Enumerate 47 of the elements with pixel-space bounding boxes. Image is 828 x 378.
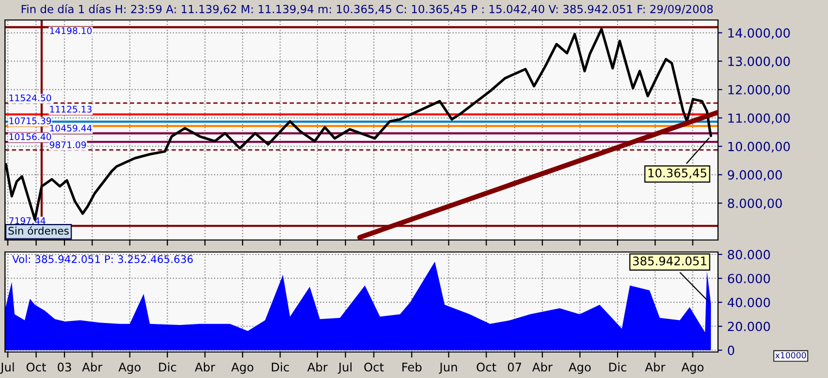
annotation: 385.942.051 <box>633 256 706 266</box>
ref-line-label: 14198.10 <box>50 27 92 34</box>
x-tick-label: Dic <box>159 362 176 372</box>
y-tick-label: 8.000,00 <box>728 198 782 210</box>
annotation: 10.365,45 <box>648 168 706 179</box>
chart-title: Vol: 385.942.051 P: 3.252.465.636 <box>12 255 193 264</box>
ref-line-label: 10156.40 <box>10 133 52 140</box>
x-tick-label: Oct <box>476 362 496 372</box>
chart-title: Fin de día 1 días H: 23:59 A: 11.139,62 M: 11.139,94 m: 10.365,45 C: 10.365,45 P : 15.042,40 V: 385.942.051 F: 29/09/2008 <box>22 4 713 14</box>
y-tick-label: 14.000,00 <box>728 28 790 39</box>
x-tick-label: Feb <box>402 362 422 372</box>
x-tick-label: Dic <box>609 362 626 372</box>
x-tick-label: 03 <box>58 362 72 372</box>
y-tick-label: 60.000 <box>728 274 770 284</box>
x-tick-label: Ago <box>681 362 704 374</box>
x-tick-label: Jul <box>338 362 352 374</box>
x-tick-label: Abr <box>645 362 666 372</box>
text: x10000 <box>775 352 806 358</box>
ref-line-label: 10715.39 <box>10 117 52 124</box>
y-tick-label: 0 <box>728 346 734 356</box>
x-tick-label: Abr <box>532 362 553 372</box>
ref-line-label: 7197.44 <box>9 217 46 224</box>
x-tick-label: Oct <box>364 362 384 372</box>
y-tick-label: 11.000,00 <box>728 113 790 124</box>
x-tick-label: Jul <box>0 362 14 374</box>
x-tick-label: 07 <box>508 362 522 372</box>
y-tick-label: 20.000 <box>728 322 770 332</box>
ref-line-label: 11125.13 <box>50 106 92 113</box>
y-tick-label: 40.000 <box>728 298 770 308</box>
x-tick-label: Abr <box>307 362 328 372</box>
annotation: Sin órdenes <box>8 226 69 235</box>
x-tick-label: Abr <box>82 362 102 372</box>
x-tick-label: Dic <box>272 362 289 372</box>
y-tick-label: 80.000 <box>728 250 770 260</box>
ref-line-label: 9871.09 <box>50 141 86 148</box>
x-tick-label: Ago <box>568 362 591 374</box>
ref-line-label: 10459.44 <box>50 124 92 132</box>
x-tick-label: Ago <box>118 362 141 374</box>
x-tick-label: Abr <box>194 362 216 372</box>
x-tick-label: Ago <box>231 362 254 374</box>
y-tick-label: 9.000,00 <box>728 170 782 181</box>
ref-line-label: 11524.50 <box>10 94 52 102</box>
y-tick-label: 12.000,00 <box>728 85 790 96</box>
x-tick-label: Oct <box>26 362 46 372</box>
x-tick-label: Jun <box>438 362 457 374</box>
y-tick-label: 13.000,00 <box>728 56 790 68</box>
y-tick-label: 10.000,00 <box>728 142 790 153</box>
